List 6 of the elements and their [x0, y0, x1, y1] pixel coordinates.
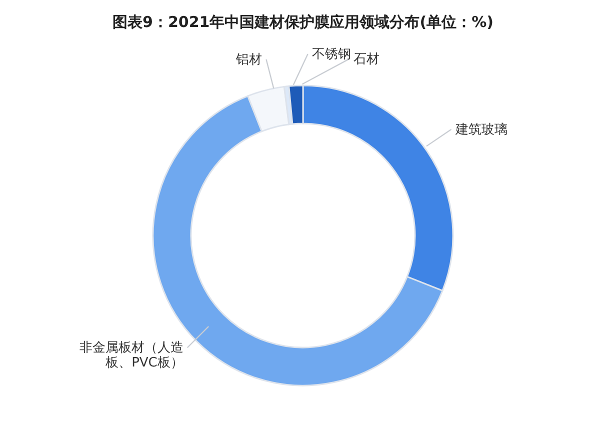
slice-label: 铝材 [235, 52, 262, 68]
slice-label: 不锈钢 [312, 47, 351, 62]
slice-label: 建筑玻璃 [454, 122, 508, 138]
slice-label: 非金属板材（人造板、PVC板） [79, 340, 184, 371]
slice-label: 石材 [353, 52, 380, 67]
chart-title: 图表9：2021年中国建材保护膜应用领域分布(单位：%) [112, 13, 494, 31]
